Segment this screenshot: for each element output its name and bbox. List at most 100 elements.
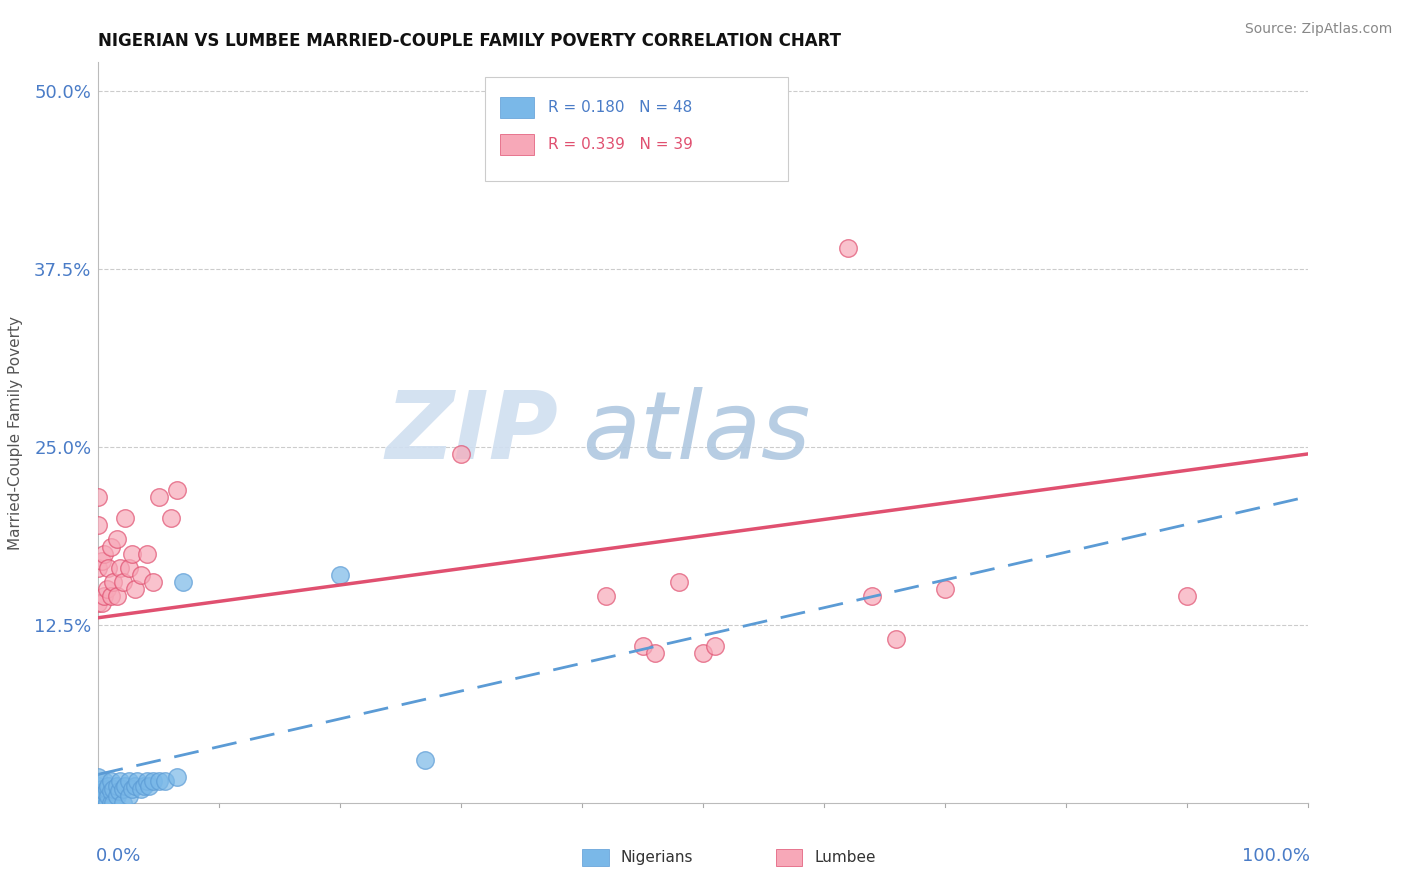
Point — [87, 789, 110, 803]
Point — [87, 796, 110, 810]
Point — [87, 518, 110, 533]
Point — [860, 590, 883, 604]
Point — [118, 789, 141, 803]
Point — [108, 561, 131, 575]
Text: Nigerians: Nigerians — [621, 850, 693, 865]
Point — [96, 796, 118, 810]
Point — [93, 774, 115, 789]
Point — [108, 774, 131, 789]
Text: Lumbee: Lumbee — [814, 850, 876, 865]
Point — [837, 240, 859, 255]
Point — [153, 774, 176, 789]
Point — [101, 575, 124, 590]
Point — [100, 774, 122, 789]
Point — [93, 590, 115, 604]
Point — [97, 561, 120, 575]
Point — [121, 547, 143, 561]
Point — [87, 597, 110, 611]
Point — [93, 784, 115, 798]
Point — [886, 632, 908, 646]
Point — [692, 646, 714, 660]
Point — [93, 796, 115, 810]
Point — [105, 779, 128, 793]
Point — [100, 590, 122, 604]
Point — [595, 590, 617, 604]
Point — [101, 796, 124, 810]
Point — [91, 554, 114, 568]
Point — [118, 774, 141, 789]
Text: Source: ZipAtlas.com: Source: ZipAtlas.com — [1244, 22, 1392, 37]
Point — [96, 582, 118, 597]
Text: 100.0%: 100.0% — [1241, 847, 1310, 865]
Point — [135, 774, 157, 789]
Point — [160, 511, 183, 525]
Point — [111, 781, 134, 796]
Text: R = 0.339   N = 39: R = 0.339 N = 39 — [548, 137, 693, 153]
Point — [129, 568, 152, 582]
Point — [87, 561, 110, 575]
Point — [148, 774, 170, 789]
Text: atlas: atlas — [582, 387, 810, 478]
Point — [87, 796, 110, 810]
Bar — [501, 97, 534, 118]
Text: NIGERIAN VS LUMBEE MARRIED-COUPLE FAMILY POVERTY CORRELATION CHART: NIGERIAN VS LUMBEE MARRIED-COUPLE FAMILY… — [98, 32, 841, 50]
Point — [91, 789, 114, 803]
Point — [87, 796, 110, 810]
Point — [87, 796, 110, 810]
Point — [166, 483, 188, 497]
Text: R = 0.180   N = 48: R = 0.180 N = 48 — [548, 100, 693, 115]
Point — [96, 781, 118, 796]
Text: 0.0%: 0.0% — [96, 847, 142, 865]
Point — [87, 490, 110, 504]
Point — [97, 789, 120, 803]
Point — [450, 447, 472, 461]
Point — [668, 575, 690, 590]
Point — [329, 568, 352, 582]
Point — [93, 547, 115, 561]
Point — [142, 774, 165, 789]
Point — [934, 582, 956, 597]
Bar — [582, 849, 609, 866]
Point — [105, 533, 128, 547]
Point — [118, 561, 141, 575]
Point — [87, 784, 110, 798]
Bar — [776, 849, 803, 866]
Bar — [501, 135, 534, 155]
Point — [105, 789, 128, 803]
Point — [166, 770, 188, 784]
Point — [87, 779, 110, 793]
Point — [87, 796, 110, 810]
Point — [172, 575, 194, 590]
Point — [111, 575, 134, 590]
Point — [100, 540, 122, 554]
Point — [91, 781, 114, 796]
Point — [114, 779, 136, 793]
Point — [87, 796, 110, 810]
Point — [631, 639, 654, 653]
Point — [91, 597, 114, 611]
Point — [101, 781, 124, 796]
Point — [704, 639, 727, 653]
Point — [138, 779, 160, 793]
Point — [114, 511, 136, 525]
Point — [121, 781, 143, 796]
Y-axis label: Married-Couple Family Poverty: Married-Couple Family Poverty — [8, 316, 22, 549]
Point — [148, 490, 170, 504]
Text: ZIP: ZIP — [385, 386, 558, 479]
Point — [127, 774, 149, 789]
Point — [100, 796, 122, 810]
Point — [105, 590, 128, 604]
Point — [124, 582, 146, 597]
Point — [108, 784, 131, 798]
Point — [134, 779, 156, 793]
Point — [100, 784, 122, 798]
Point — [644, 646, 666, 660]
Point — [87, 770, 110, 784]
Point — [142, 575, 165, 590]
Point — [97, 779, 120, 793]
Point — [91, 796, 114, 810]
FancyBboxPatch shape — [485, 78, 787, 181]
Point — [129, 781, 152, 796]
Point — [413, 753, 436, 767]
Point — [1175, 590, 1198, 604]
